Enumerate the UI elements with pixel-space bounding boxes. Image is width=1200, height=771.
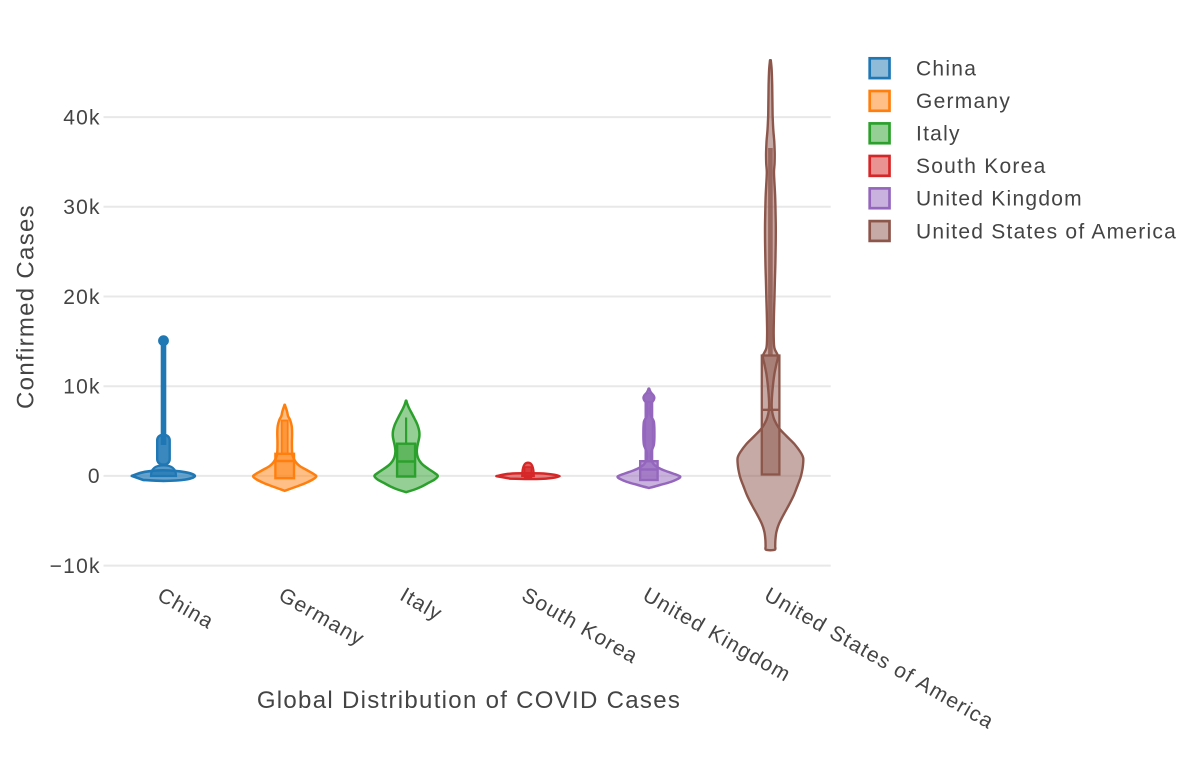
svg-text:40k: 40k bbox=[63, 106, 101, 129]
svg-text:China: China bbox=[916, 58, 977, 81]
svg-text:United Kingdom: United Kingdom bbox=[916, 188, 1083, 211]
svg-text:Italy: Italy bbox=[916, 123, 961, 146]
svg-text:−10k: −10k bbox=[50, 555, 101, 578]
svg-text:0: 0 bbox=[88, 465, 101, 488]
svg-text:Germany: Germany bbox=[916, 90, 1011, 113]
svg-text:Global Distribution of COVID C: Global Distribution of COVID Cases bbox=[257, 687, 681, 714]
svg-text:Confirmed Cases: Confirmed Cases bbox=[13, 204, 40, 409]
svg-text:20k: 20k bbox=[63, 286, 101, 309]
svg-text:United States of America: United States of America bbox=[916, 220, 1177, 243]
svg-text:South Korea: South Korea bbox=[916, 155, 1047, 178]
svg-text:10k: 10k bbox=[63, 376, 101, 399]
svg-text:30k: 30k bbox=[63, 196, 101, 219]
